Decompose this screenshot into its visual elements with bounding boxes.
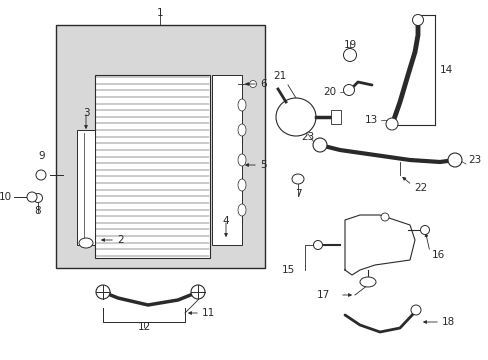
Text: 16: 16 [431, 250, 445, 260]
Text: 21: 21 [272, 71, 285, 81]
Ellipse shape [385, 118, 397, 130]
Bar [330, 110, 340, 124]
Ellipse shape [343, 85, 354, 95]
Bar [77, 130, 95, 245]
Ellipse shape [238, 179, 245, 191]
Ellipse shape [238, 99, 245, 111]
Ellipse shape [27, 192, 37, 202]
Text: 15: 15 [281, 265, 294, 275]
Bar [212, 75, 242, 245]
Ellipse shape [238, 154, 245, 166]
Ellipse shape [410, 305, 420, 315]
Ellipse shape [238, 124, 245, 136]
Ellipse shape [96, 285, 110, 299]
Ellipse shape [343, 49, 356, 62]
Text: 20: 20 [322, 87, 335, 97]
Polygon shape [345, 215, 414, 275]
Ellipse shape [420, 225, 428, 234]
Ellipse shape [412, 14, 423, 26]
Text: 13: 13 [364, 115, 377, 125]
Text: 10: 10 [0, 192, 12, 202]
Text: 4: 4 [222, 216, 229, 226]
Ellipse shape [447, 153, 461, 167]
Text: 2: 2 [117, 235, 123, 245]
Ellipse shape [191, 285, 204, 299]
Text: 12: 12 [137, 322, 150, 332]
Text: 18: 18 [441, 317, 454, 327]
Bar [95, 75, 209, 258]
Ellipse shape [313, 240, 322, 249]
Ellipse shape [36, 170, 46, 180]
Text: 8: 8 [35, 206, 41, 216]
Text: 23: 23 [301, 132, 314, 142]
Ellipse shape [249, 81, 256, 87]
Text: 5: 5 [260, 160, 266, 170]
Text: 17: 17 [316, 290, 329, 300]
Text: 3: 3 [82, 108, 89, 118]
Ellipse shape [312, 138, 326, 152]
Ellipse shape [359, 277, 375, 287]
Text: 6: 6 [260, 79, 266, 89]
Ellipse shape [275, 98, 315, 136]
Ellipse shape [34, 194, 42, 202]
Text: 11: 11 [202, 308, 215, 318]
Ellipse shape [238, 204, 245, 216]
Text: 14: 14 [439, 65, 452, 75]
Ellipse shape [79, 238, 93, 248]
Text: 7: 7 [294, 189, 301, 199]
Text: 1: 1 [156, 8, 163, 18]
Text: 19: 19 [343, 40, 356, 50]
Text: 9: 9 [39, 151, 45, 161]
Text: 22: 22 [413, 183, 427, 193]
Bar [56, 25, 264, 268]
Ellipse shape [380, 213, 388, 221]
Ellipse shape [291, 174, 304, 184]
Text: 23: 23 [467, 155, 480, 165]
